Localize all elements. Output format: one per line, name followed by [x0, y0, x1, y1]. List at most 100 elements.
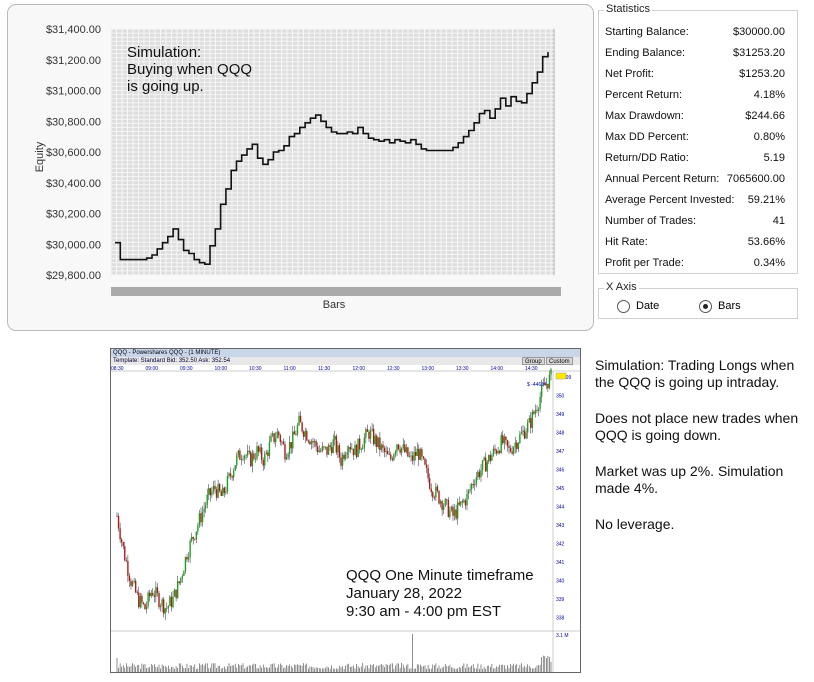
statistic-row: Max DD Percent: 0.80% — [605, 130, 785, 145]
candle-body — [548, 374, 551, 389]
candle-body — [495, 450, 498, 454]
candle-body — [155, 587, 157, 597]
candle-body — [197, 525, 199, 532]
candle-body — [438, 490, 440, 504]
candle-body — [276, 431, 278, 439]
candle-body — [385, 451, 387, 453]
candle-body — [242, 458, 244, 460]
caption-line-3: 9:30 am - 4:00 pm EST — [346, 603, 501, 620]
candle-body — [273, 433, 275, 442]
candle-body — [256, 446, 258, 459]
statistic-label: Max Drawdown: — [605, 110, 684, 122]
candle-body — [192, 536, 194, 539]
candle-body — [379, 437, 381, 451]
candle-body — [161, 599, 163, 607]
candle-body — [446, 499, 448, 501]
statistic-label: Ending Balance: — [605, 47, 686, 59]
candle-body — [442, 505, 445, 510]
candle-body — [226, 476, 229, 492]
candle-body — [295, 434, 297, 436]
candle-body — [497, 451, 499, 454]
radio-date-circle[interactable] — [617, 299, 630, 313]
candle-body — [484, 457, 487, 472]
candle-body — [355, 444, 358, 458]
candle-body — [376, 435, 378, 448]
radio-bars[interactable]: Bars — [699, 298, 741, 314]
group-button[interactable]: Group — [522, 357, 545, 365]
candle-body — [405, 447, 408, 453]
candle-body — [189, 540, 191, 558]
annotation-line-1: Simulation: — [127, 44, 201, 61]
candle-body — [505, 436, 507, 441]
custom-button[interactable]: Custom — [546, 357, 573, 365]
candle-body — [469, 489, 471, 491]
candle-body — [369, 430, 372, 439]
candle-body — [477, 471, 479, 478]
candle-body — [292, 431, 294, 449]
candle-body — [430, 488, 432, 493]
candle-body — [540, 385, 543, 397]
candle-body — [234, 465, 236, 471]
equity-chart: $31,400.00 $31,200.00 $31,000.00 $30,800.00… — [34, 24, 561, 311]
candle-body — [142, 602, 145, 604]
statistic-row: Ending Balance: $31253.20 — [605, 46, 785, 61]
candle-body — [324, 446, 327, 448]
candle-body — [397, 444, 400, 450]
candle-body — [503, 436, 506, 444]
statistic-value: 5.19 — [763, 152, 785, 164]
qqq-chart-window — [110, 348, 581, 673]
candle-body — [531, 411, 534, 428]
candle-body — [502, 435, 504, 444]
candle-body — [122, 542, 124, 547]
candle-body — [449, 510, 451, 517]
candle-body — [500, 435, 502, 453]
candle-body — [464, 500, 467, 506]
time-label: 12:00 — [353, 366, 366, 372]
candle-body — [344, 454, 347, 459]
y-tick-label: $30,000.00 — [46, 239, 101, 251]
candle-body — [386, 451, 389, 455]
candle-body — [383, 447, 386, 453]
candle-body — [307, 440, 310, 442]
candle-body — [456, 502, 459, 519]
candle-body — [237, 450, 240, 456]
candle-body — [533, 411, 535, 414]
time-label: 11:30 — [318, 366, 330, 372]
candle-body — [407, 447, 409, 457]
candle-body — [215, 489, 218, 498]
time-label: 13:30 — [456, 366, 469, 372]
candle-body — [467, 490, 470, 494]
candle-body — [421, 449, 423, 457]
candle-body — [475, 477, 478, 485]
description-paragraph-2: Does not place new trades when QQQ is go… — [595, 410, 799, 443]
price-label: 343 — [556, 523, 565, 529]
candle-body — [435, 486, 437, 498]
candle-body — [288, 442, 291, 454]
price-label: 345 — [556, 486, 565, 492]
radio-date[interactable]: Date — [617, 298, 659, 314]
radio-bars-circle[interactable] — [699, 299, 712, 313]
candle-body — [145, 605, 148, 610]
candle-body — [136, 592, 138, 594]
candle-body — [410, 455, 412, 457]
candle-body — [166, 608, 168, 609]
candle-body — [366, 429, 369, 432]
grid — [110, 28, 554, 276]
candle-body — [223, 487, 226, 494]
candle-body — [290, 442, 292, 449]
candle-body — [329, 445, 331, 448]
candle-body — [257, 446, 260, 452]
statistic-value: 53.66% — [747, 236, 785, 248]
candle-body — [447, 499, 450, 517]
description-paragraph-3: Market was up 2%. Simulation made 4%. — [595, 463, 784, 496]
candle-body — [530, 418, 532, 428]
time-axis-labels: 08:30 09:00 09:30 10:00 10:30 11:00 11:30 12:00… — [111, 366, 538, 372]
candle-body — [130, 580, 132, 586]
candle-body — [377, 437, 380, 448]
description-paragraph-1: Simulation: Trading Longs when the QQQ i… — [595, 357, 795, 390]
candle-body — [480, 470, 482, 478]
annotation-line-3: is going up. — [127, 78, 204, 95]
candle-body — [128, 575, 131, 581]
candle-body — [236, 455, 238, 466]
candle-body — [152, 592, 154, 596]
